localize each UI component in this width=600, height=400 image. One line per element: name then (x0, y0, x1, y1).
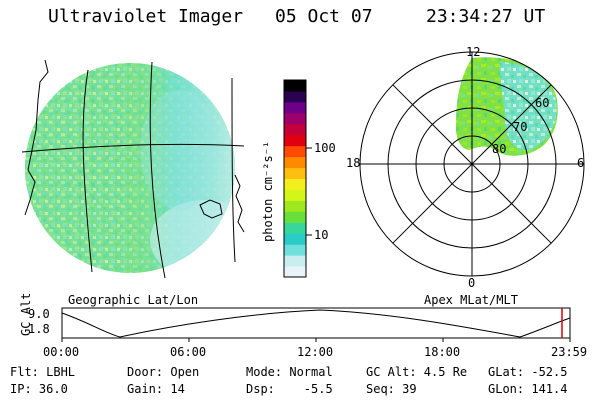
polar-plot (359, 51, 585, 277)
status-glat: GLat: -52.5 (488, 365, 568, 379)
altitude-curve (61, 309, 571, 338)
color-scale-segment (284, 255, 306, 267)
mlt-label-12: 12 (466, 45, 481, 59)
color-scale-segment (284, 101, 306, 114)
geographic-caption: Geographic Lat/Lon (68, 293, 199, 307)
mlat-label-60: 60 (535, 96, 550, 110)
color-scale-segment (284, 112, 306, 125)
color-scale-segment (284, 233, 306, 245)
geographic-image (21, 59, 245, 279)
color-scale (284, 80, 306, 278)
polar-grid (359, 51, 585, 277)
apex-caption: Apex MLat/MLT (424, 293, 518, 307)
status-seq: Seq: 39 (366, 382, 417, 396)
color-scale-segment (284, 178, 306, 190)
color-scale-segment (284, 222, 306, 234)
colorbar-unit-label: photon cm⁻²s⁻¹ (261, 140, 275, 242)
lat-lon-grid (21, 61, 245, 279)
color-scale-segment (284, 156, 306, 169)
altitude-tick-low: 1.8 (28, 322, 50, 336)
color-scale-segment (284, 266, 306, 278)
time-tick-0000: 00:00 (43, 345, 80, 359)
status-gc-alt: GC Alt: 4.5 Re (366, 365, 468, 379)
status-gain: Gain: 14 (127, 382, 185, 396)
time-tick-1800: 18:00 (424, 345, 461, 359)
altitude-tick-high: 9.0 (28, 307, 50, 321)
time-tick-0600: 06:00 (170, 345, 207, 359)
date-label: 05 Oct 07 (275, 6, 373, 27)
status-ip: IP: 36.0 (10, 382, 68, 396)
mlat-label-80: 80 (492, 142, 507, 156)
color-scale-segment (284, 200, 306, 212)
color-scale-segment (284, 123, 306, 136)
colorbar-tick-10: 10 (314, 228, 329, 242)
color-scale-segment (284, 167, 306, 179)
color-scale-segment (284, 189, 306, 201)
status-mode: Mode: Normal (246, 365, 333, 379)
mlt-label-6: 6 (577, 156, 585, 170)
color-scale-segment (284, 244, 306, 256)
time-label: 23:34:27 UT (426, 6, 546, 27)
coastlines (24, 59, 245, 233)
color-scale-segment (284, 90, 306, 103)
instrument-title: Ultraviolet Imager (48, 6, 244, 27)
color-scale-segment (284, 211, 306, 223)
mlat-label-70: 70 (513, 120, 528, 134)
color-scale-segment (284, 134, 306, 147)
status-dsp: Dsp: -5.5 (246, 382, 333, 396)
mlt-label-0: 0 (468, 276, 476, 290)
time-tick-1200: 12:00 (297, 345, 334, 359)
colorbar-tick-100: 100 (314, 141, 336, 155)
color-scale-segment (284, 80, 306, 92)
status-door: Door: Open (127, 365, 200, 379)
status-glon: GLon: 141.4 (488, 382, 568, 396)
mlt-label-18: 18 (346, 156, 361, 170)
color-scale-segment (284, 145, 306, 158)
status-flt: Flt: LBHL (10, 365, 76, 379)
time-tick-2359: 23:59 (551, 345, 588, 359)
color-scale-frame (283, 79, 307, 278)
altitude-plot (61, 307, 571, 342)
